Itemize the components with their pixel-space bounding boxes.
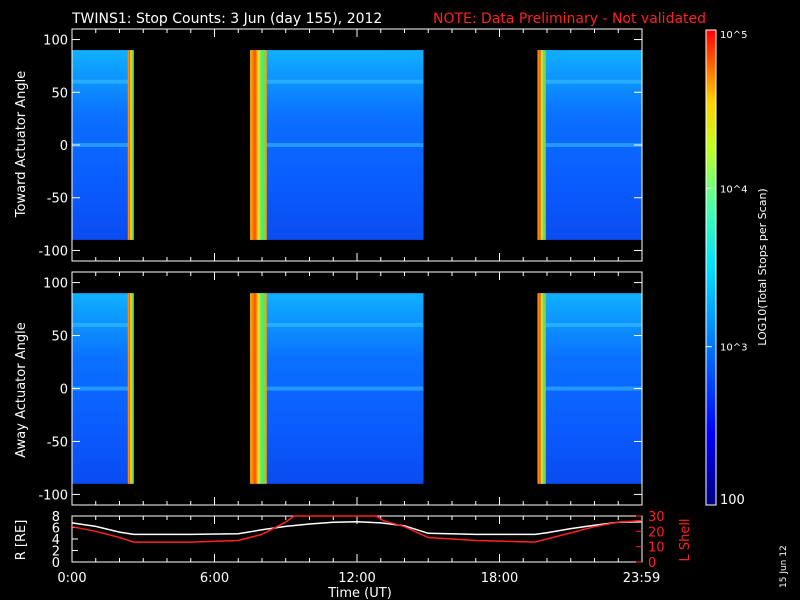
colorbar-tick-label: 100 [720, 493, 745, 508]
time-tick-label: 6:00 [200, 571, 229, 586]
lshell-tick-label: 10 [648, 541, 665, 556]
y-tick-label: 100 [43, 277, 68, 292]
time-tick-label: 12:00 [338, 571, 375, 586]
angle-stripe [250, 386, 424, 391]
toward-angle-panel: 100 50 0 -50 -100 [38, 28, 643, 262]
r-tick-label: 4 [52, 533, 60, 548]
y-tick-label: 100 [43, 34, 68, 49]
angle-stripe [537, 322, 642, 327]
r-ylabel: R [RE] [14, 520, 29, 561]
bright-band [537, 293, 546, 484]
angle-stripe [537, 143, 642, 147]
bright-band [250, 50, 267, 240]
time-tick-label: 18:00 [481, 571, 518, 586]
bright-band [127, 50, 134, 240]
away-ylabel: Away Actuator Angle [14, 322, 29, 457]
angle-stripe [72, 386, 134, 391]
angle-stripe [72, 322, 134, 327]
r-series-line [71, 521, 643, 536]
figure-title: TWINS1: Stop Counts: 3 Jun (day 155), 20… [71, 11, 382, 27]
toward-ylabel: Toward Actuator Angle [14, 71, 29, 218]
time-xlabel: Time (UT) [327, 586, 392, 600]
lshell-series-line [71, 515, 643, 543]
y-tick-label: -100 [38, 244, 68, 259]
colorbar-tick-label: 10^3 [720, 343, 747, 354]
lshell-tick-label: 20 [648, 525, 665, 540]
angle-stripe [537, 79, 642, 84]
r-tick-label: 8 [52, 510, 60, 525]
colorbar-ticks: 10^5 10^4 10^3 100 [706, 29, 747, 508]
colorbar-tick-label: 10^5 [720, 30, 747, 41]
angle-stripe [250, 143, 424, 147]
angle-stripe [72, 79, 134, 84]
bright-band [127, 293, 134, 484]
colorbar-label: LOG10(Total Stops per Scan) [756, 188, 769, 345]
colorbar-gradient [706, 30, 716, 505]
lshell-tick-label: 0 [648, 556, 656, 571]
angle-stripe [250, 322, 424, 327]
r-tick-label: 0 [52, 556, 60, 571]
preliminary-note: NOTE: Data Preliminary - Not validated [433, 11, 706, 27]
lshell-ylabel: L Shell [678, 518, 693, 561]
y-tick-label: 0 [60, 139, 68, 154]
away-angle-panel: 100 50 0 -50 -100 [38, 271, 643, 506]
y-tick-label: -100 [38, 488, 68, 503]
angle-stripe [250, 79, 424, 84]
angle-stripe [537, 386, 642, 391]
y-tick-label: 0 [60, 383, 68, 398]
colorbar-tick-label: 10^4 [720, 184, 747, 195]
y-tick-label: -50 [47, 192, 68, 207]
y-tick-label: -50 [47, 435, 68, 450]
lshell-tick-label: 30 [648, 510, 665, 525]
bright-band [537, 50, 546, 240]
y-tick-label: 50 [51, 330, 68, 345]
r-tick-label: 6 [52, 522, 60, 537]
time-tick-label: 23:59 [623, 571, 660, 586]
r-tick-label: 2 [52, 545, 60, 560]
angle-stripe [72, 143, 134, 147]
date-stamp: 15 Jun 12 [779, 545, 789, 588]
bright-band [250, 293, 267, 484]
time-tick-label: 0:00 [57, 571, 86, 586]
y-tick-label: 50 [51, 86, 68, 101]
